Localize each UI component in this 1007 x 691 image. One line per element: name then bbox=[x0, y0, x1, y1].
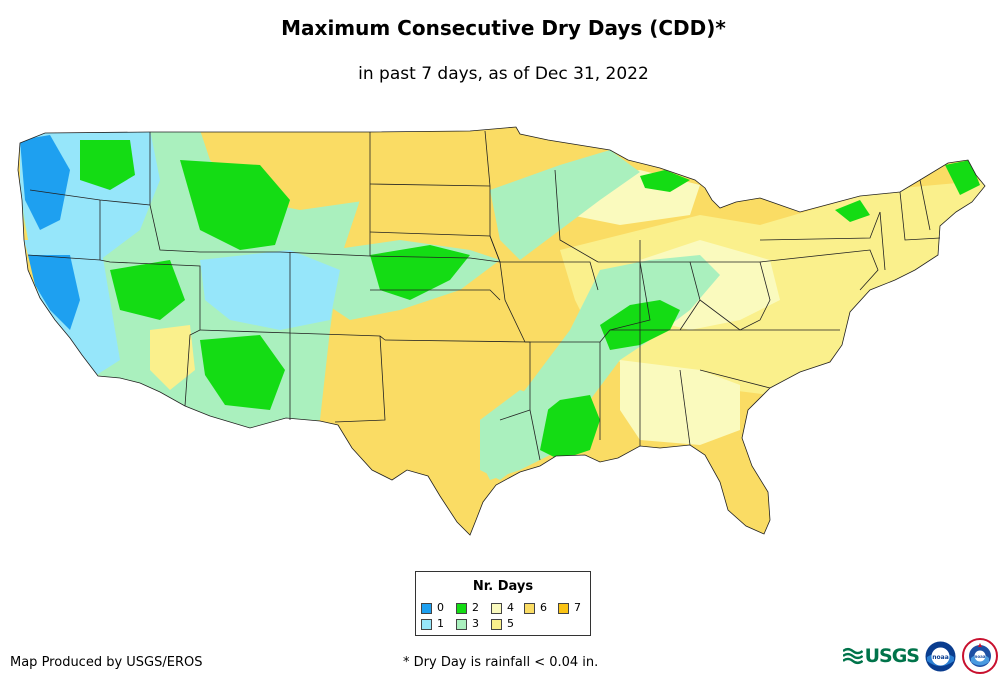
zone-2-lower-ms bbox=[535, 395, 600, 460]
us-cdd-map bbox=[17, 126, 986, 536]
legend-item-5: 5 bbox=[491, 618, 514, 630]
legend-item-4: 4 bbox=[491, 602, 514, 614]
legend-swatch-5 bbox=[491, 618, 502, 630]
zone-2-northeast bbox=[835, 200, 870, 222]
zone-4-southeast bbox=[620, 360, 740, 445]
cdd-zones bbox=[18, 127, 985, 535]
usgs-logo-text: USGS bbox=[864, 645, 920, 667]
legend-label-2: 2 bbox=[472, 601, 479, 614]
zone-5-arizona bbox=[150, 325, 195, 390]
legend-swatch-1 bbox=[421, 618, 432, 630]
zone-2-maine bbox=[945, 160, 980, 195]
legend-label-4: 4 bbox=[507, 601, 514, 614]
zone-0-ca-coast bbox=[28, 255, 80, 330]
legend-swatch-3 bbox=[456, 618, 467, 630]
legend-item-7: 7 bbox=[558, 602, 581, 614]
zone-1-utah-colorado bbox=[200, 250, 340, 330]
legend-swatch-2 bbox=[456, 602, 467, 614]
zone-0-wa-coast bbox=[20, 135, 70, 230]
zone-2-idaho bbox=[80, 140, 135, 190]
state-borders bbox=[17, 126, 986, 536]
legend-label-1: 1 bbox=[437, 617, 444, 630]
legend-item-0: 0 bbox=[421, 602, 444, 614]
legend-item-3: 3 bbox=[456, 618, 479, 630]
map-title: Maximum Consecutive Dry Days (CDD)* bbox=[281, 16, 726, 40]
zone-2-wyoming bbox=[180, 160, 290, 250]
usgs-logo: USGS bbox=[843, 643, 920, 669]
legend-item-1: 1 bbox=[421, 618, 444, 630]
legend-swatch-0 bbox=[421, 602, 432, 614]
legend: Nr. Days 0 1 2 3 4 5 6 7 bbox=[415, 571, 591, 636]
legend-label-6: 6 bbox=[540, 601, 547, 614]
map-credit: Map Produced by USGS/EROS bbox=[10, 655, 203, 670]
usgs-wave-icon bbox=[843, 646, 863, 666]
zone-2-nevada bbox=[110, 260, 185, 320]
legend-item-6: 6 bbox=[524, 602, 547, 614]
legend-label-3: 3 bbox=[472, 617, 479, 630]
legend-swatch-7 bbox=[558, 602, 569, 614]
dry-day-footnote: * Dry Day is rainfall < 0.04 in. bbox=[403, 655, 599, 670]
legend-swatch-6 bbox=[524, 602, 535, 614]
noaa-logo-text: noaa bbox=[932, 654, 949, 661]
zone-2-arizona bbox=[200, 335, 285, 410]
zone-2-nebraska bbox=[370, 245, 470, 300]
legend-title: Nr. Days bbox=[472, 579, 534, 594]
legend-item-2: 2 bbox=[456, 602, 479, 614]
zone-2-wisconsin bbox=[640, 170, 690, 192]
nws-logo: noaa bbox=[962, 638, 998, 674]
zone-3-east-texas bbox=[480, 390, 550, 480]
legend-label-0: 0 bbox=[437, 601, 444, 614]
legend-swatch-4 bbox=[491, 602, 502, 614]
zone-3-great-lakes bbox=[490, 150, 640, 260]
noaa-logo: noaa bbox=[925, 641, 956, 672]
legend-label-7: 7 bbox=[574, 601, 581, 614]
map-subtitle: in past 7 days, as of Dec 31, 2022 bbox=[358, 64, 649, 84]
legend-label-5: 5 bbox=[507, 617, 514, 630]
zone-6-texas bbox=[350, 330, 520, 510]
nws-logo-text: noaa bbox=[975, 654, 986, 659]
